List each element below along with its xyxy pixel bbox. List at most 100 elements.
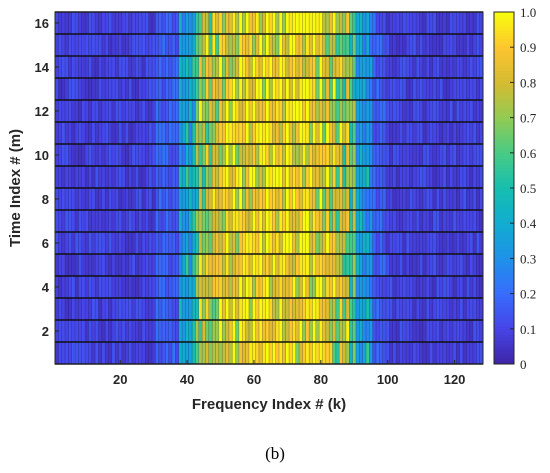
heatmap-cell [349, 166, 353, 188]
colorbar-segment [494, 196, 514, 201]
heatmap-cell [419, 56, 424, 78]
heatmap-cell [145, 12, 149, 34]
heatmap-cell [248, 56, 253, 78]
heatmap-cell [456, 78, 460, 100]
heatmap-cell [376, 188, 380, 210]
heatmap-cell [402, 100, 407, 122]
heatmap-cell [419, 320, 424, 342]
heatmap-cell [322, 56, 327, 78]
heatmap-cell [305, 100, 310, 122]
heatmap-cell [151, 144, 156, 166]
heatmap-cell [235, 144, 240, 166]
heatmap-cell [195, 122, 200, 144]
heatmap-cell [98, 100, 103, 122]
colorbar-segment [494, 38, 514, 42]
heatmap-cell [295, 210, 300, 232]
heatmap-cell [222, 122, 226, 144]
heatmap-cell [279, 210, 283, 232]
heatmap-cell [396, 78, 400, 100]
heatmap-cell [55, 254, 59, 276]
heatmap-cell [315, 254, 320, 276]
heatmap-cell [312, 298, 317, 320]
heatmap-cell [282, 276, 287, 298]
heatmap-cell [275, 166, 280, 188]
heatmap-cell [108, 342, 113, 364]
heatmap-cell [131, 166, 136, 188]
x-axis-label: Frequency Index # (k) [192, 396, 346, 413]
heatmap-cell [309, 210, 313, 232]
heatmap-cell [252, 34, 256, 56]
heatmap-cell [78, 122, 83, 144]
colorbar-segment [494, 246, 514, 251]
heatmap-cell [309, 166, 313, 188]
colorbar-segment [494, 138, 514, 142]
heatmap-cell [369, 254, 373, 276]
heatmap-cell [58, 34, 63, 56]
heatmap-cell [81, 12, 86, 34]
heatmap-cell [115, 342, 119, 364]
colorbar-segment [494, 123, 514, 127]
heatmap-cell [322, 320, 327, 342]
heatmap-cell [279, 232, 283, 254]
heatmap-cell [416, 166, 420, 188]
heatmap-cell [302, 100, 307, 122]
heatmap-cell [162, 254, 166, 276]
heatmap-cell [71, 144, 76, 166]
heatmap-cell [342, 320, 347, 342]
heatmap-cell [399, 34, 404, 56]
heatmap-cell [192, 342, 196, 364]
heatmap-cell [131, 342, 136, 364]
heatmap-cell [416, 56, 420, 78]
heatmap-cell [245, 254, 250, 276]
heatmap-cell [151, 254, 156, 276]
heatmap-cell [299, 232, 303, 254]
heatmap-cell [272, 232, 277, 254]
heatmap-cell [449, 188, 454, 210]
heatmap-cell [215, 210, 220, 232]
heatmap-cell [332, 232, 337, 254]
heatmap-cell [172, 320, 176, 342]
colorbar-segment [494, 208, 514, 212]
heatmap-cell [429, 34, 434, 56]
heatmap-cell [198, 78, 203, 100]
heatmap-cell [342, 166, 347, 188]
colorbar-segment [494, 135, 514, 139]
colorbar-segment [494, 249, 514, 254]
heatmap-cell [71, 254, 76, 276]
heatmap-cell [202, 342, 206, 364]
colorbar-segment [494, 355, 514, 359]
heatmap-cell [369, 298, 373, 320]
heatmap-cell [232, 254, 236, 276]
colorbar-segment [494, 267, 514, 271]
heatmap-cell [422, 78, 427, 100]
heatmap-cell [128, 122, 133, 144]
heatmap-cell [98, 144, 103, 166]
heatmap-cell [459, 342, 464, 364]
heatmap-cell [155, 276, 159, 298]
heatmap-cell [81, 276, 86, 298]
heatmap-cell [275, 210, 280, 232]
heatmap-cell [269, 320, 273, 342]
heatmap-cell [65, 122, 69, 144]
heatmap-cell [355, 144, 360, 166]
heatmap-cell [192, 320, 196, 342]
heatmap-cell [299, 342, 303, 364]
heatmap-cell [212, 188, 216, 210]
heatmap-cell [449, 34, 454, 56]
colorbar-segment [494, 108, 514, 113]
heatmap-cell [208, 342, 213, 364]
heatmap-cell [118, 254, 123, 276]
heatmap-cell [222, 298, 226, 320]
heatmap-cell [285, 254, 290, 276]
heatmap-cell [235, 56, 240, 78]
heatmap-cell [218, 122, 223, 144]
heatmap-cell [352, 254, 357, 276]
heatmap-cell [225, 188, 230, 210]
heatmap-cell [208, 210, 213, 232]
heatmap-cell [459, 56, 464, 78]
heatmap-cell [392, 12, 397, 34]
heatmap-cell [61, 276, 66, 298]
heatmap-cell [329, 100, 333, 122]
heatmap-cell [225, 210, 230, 232]
heatmap-cell [439, 166, 444, 188]
